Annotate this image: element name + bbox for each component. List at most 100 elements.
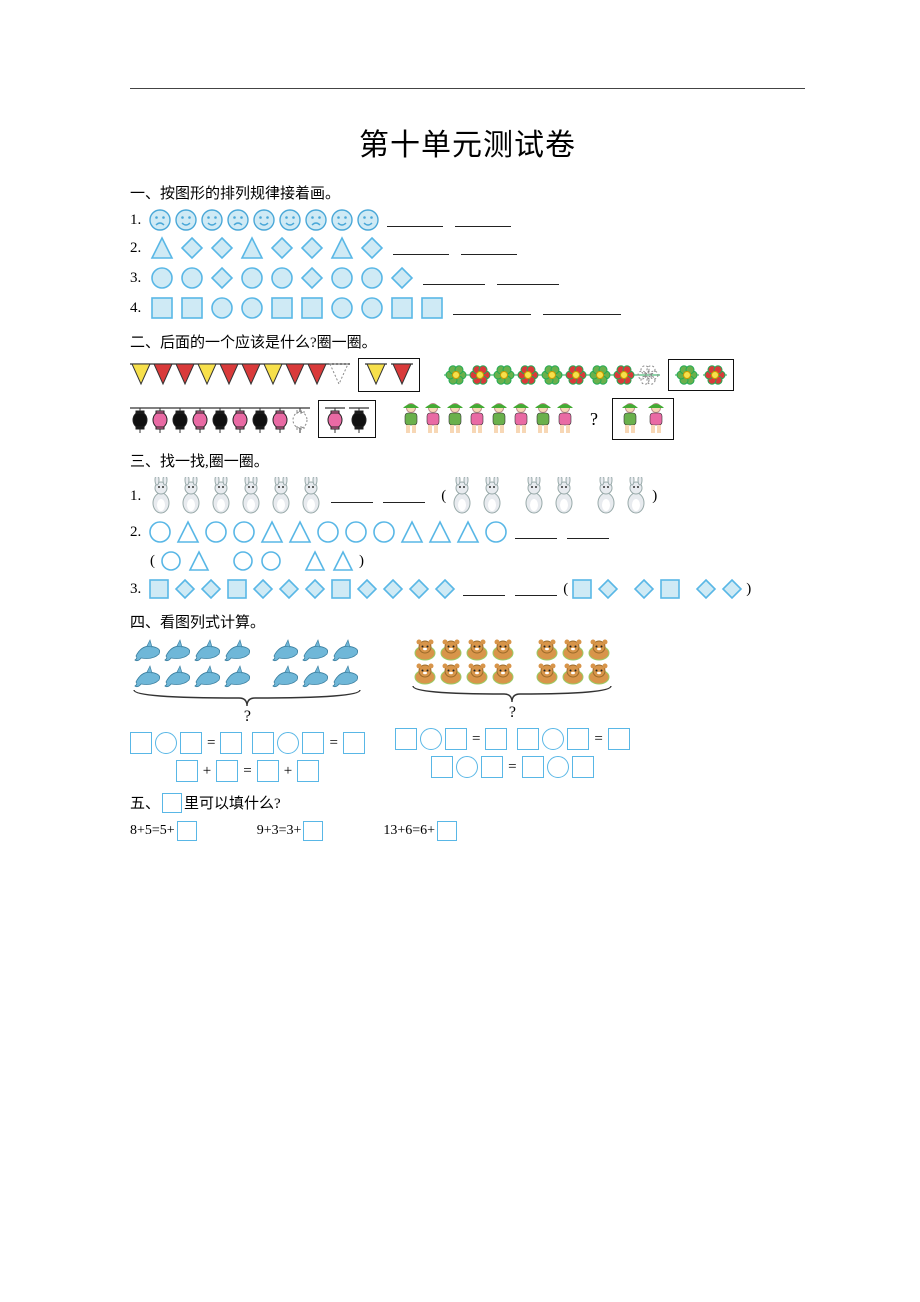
choice-box[interactable] — [358, 358, 420, 392]
sec1-r4-blank-0[interactable] — [453, 301, 531, 315]
eq-blank-sq[interactable] — [517, 728, 539, 750]
eq-blank-sq[interactable] — [608, 728, 630, 750]
eq-blank-cir[interactable] — [277, 732, 299, 754]
eq-blank-sq[interactable] — [297, 760, 319, 782]
sec3-r2-opt0-0[interactable] — [159, 549, 183, 573]
sec3-r2-opt1-1[interactable] — [259, 549, 283, 573]
sec3-r1-opt2-1[interactable] — [622, 477, 650, 515]
choice-1[interactable] — [645, 402, 667, 436]
sec3-r3-opt2-0[interactable] — [694, 577, 718, 601]
sec1-r1-shape-3 — [227, 209, 249, 231]
sec3-r3-opt1-1[interactable] — [658, 577, 682, 601]
eq-blank-sq[interactable] — [481, 756, 503, 778]
eq-blank-sq[interactable] — [180, 732, 202, 754]
section-5-prefix: 五、 — [130, 792, 160, 813]
strip-item-4 — [488, 402, 510, 436]
choice-box[interactable] — [612, 398, 674, 440]
eq-blank-sq[interactable] — [445, 728, 467, 750]
sec3-r2-item-11 — [455, 519, 481, 545]
sec1-r2-blank-0[interactable] — [393, 241, 449, 255]
sec3-r2-blank-1[interactable] — [567, 525, 609, 539]
sec3-r2-opt2-1[interactable] — [331, 549, 355, 573]
eq-blank-sq[interactable] — [130, 732, 152, 754]
sec5-eq-0[interactable]: 8+5=5+ — [130, 821, 197, 841]
strip-item-2 — [170, 404, 190, 434]
sec5-eq-0-text: 8+5=5+ — [130, 823, 175, 839]
equation[interactable]: +=+ — [176, 760, 319, 782]
sec3-r2-blank-0[interactable] — [515, 525, 557, 539]
sec1-r3-blank-0[interactable] — [423, 271, 485, 285]
sec3-r1-opt0-0[interactable] — [448, 477, 476, 515]
sec1-r4-blank-1[interactable] — [543, 301, 621, 315]
choice-box[interactable] — [318, 400, 376, 438]
eq-blank-sq[interactable] — [176, 760, 198, 782]
sec3-r2-item-6 — [315, 519, 341, 545]
section-5-heading: 五、 里可以填什么? — [130, 792, 805, 813]
equation[interactable]: = — [395, 728, 507, 750]
eq-blank-sq[interactable] — [395, 728, 417, 750]
section-4-heading: 四、看图列式计算。 — [130, 611, 805, 632]
sec3-r3-item-8 — [355, 577, 379, 601]
sec1-r2-blank-1[interactable] — [461, 241, 517, 255]
sec3-r2-opt1-0[interactable] — [231, 549, 255, 573]
eq-blank-cir[interactable] — [542, 728, 564, 750]
strip-item-5 — [240, 362, 262, 388]
sec3-r1-opt1-1[interactable] — [550, 477, 578, 515]
sec3-r2-opt0-1[interactable] — [187, 549, 211, 573]
sec5-eq-0-blank[interactable] — [177, 821, 197, 841]
choice-0[interactable] — [365, 362, 387, 388]
sec5-eq-1[interactable]: 9+3=3+ — [257, 821, 324, 841]
sec3-r2-opt2-0[interactable] — [303, 549, 327, 573]
eq-blank-sq[interactable] — [485, 728, 507, 750]
eq-blank-sq[interactable] — [302, 732, 324, 754]
equation[interactable]: = — [431, 756, 593, 778]
eq-blank-cir[interactable] — [155, 732, 177, 754]
sec3-r3-opt0-1[interactable] — [596, 577, 620, 601]
eq-blank-sq[interactable] — [572, 756, 594, 778]
eq-blank-sq[interactable] — [522, 756, 544, 778]
sec3-r1-opt0-1[interactable] — [478, 477, 506, 515]
sec3-r3-blank-1[interactable] — [515, 582, 557, 596]
strip-item-1 — [468, 363, 492, 387]
sec3-r3-blank-0[interactable] — [463, 582, 505, 596]
sec3-r1-opt2-0[interactable] — [592, 477, 620, 515]
equation[interactable]: = — [252, 732, 364, 754]
sec5-eq-2[interactable]: 13+6=6+ — [383, 821, 457, 841]
choice-1[interactable] — [703, 363, 727, 387]
choice-0[interactable] — [325, 404, 345, 434]
sec3-r1-blank-0[interactable] — [331, 489, 373, 503]
icon-3 — [223, 638, 253, 664]
paren-open: ( — [441, 488, 446, 505]
sec1-r1-blank-0[interactable] — [387, 213, 443, 227]
sec3-r3-opt2-1[interactable] — [720, 577, 744, 601]
sec3-r3-opt0-0[interactable] — [570, 577, 594, 601]
sec5-eq-1-blank[interactable] — [303, 821, 323, 841]
choice-1[interactable] — [349, 404, 369, 434]
eq-blank-cir[interactable] — [547, 756, 569, 778]
sec1-r1-blank-1[interactable] — [455, 213, 511, 227]
eq-blank-sq[interactable] — [567, 728, 589, 750]
icon-3 — [534, 662, 560, 686]
eq-blank-sq[interactable] — [252, 732, 274, 754]
choice-0[interactable] — [619, 402, 641, 436]
eq-blank-cir[interactable] — [420, 728, 442, 750]
eq-text: = — [594, 731, 602, 748]
eq-blank-sq[interactable] — [257, 760, 279, 782]
sec3-r1-opt1-0[interactable] — [520, 477, 548, 515]
choice-box[interactable] — [668, 359, 734, 391]
section-1-heading: 一、按图形的排列规律接着画。 — [130, 182, 805, 203]
choice-1[interactable] — [391, 362, 413, 388]
eq-blank-sq[interactable] — [216, 760, 238, 782]
equation[interactable]: = — [517, 728, 629, 750]
sec5-eq-2-blank[interactable] — [437, 821, 457, 841]
choice-0[interactable] — [675, 363, 699, 387]
eq-blank-cir[interactable] — [456, 756, 478, 778]
eq-blank-sq[interactable] — [343, 732, 365, 754]
eq-blank-sq[interactable] — [220, 732, 242, 754]
equation[interactable]: = — [130, 732, 242, 754]
sec3-r3-opt1-0[interactable] — [632, 577, 656, 601]
sec3-r1-blank-1[interactable] — [383, 489, 425, 503]
sec1-r3-blank-1[interactable] — [497, 271, 559, 285]
eq-blank-sq[interactable] — [431, 756, 453, 778]
icon-group — [412, 638, 516, 686]
